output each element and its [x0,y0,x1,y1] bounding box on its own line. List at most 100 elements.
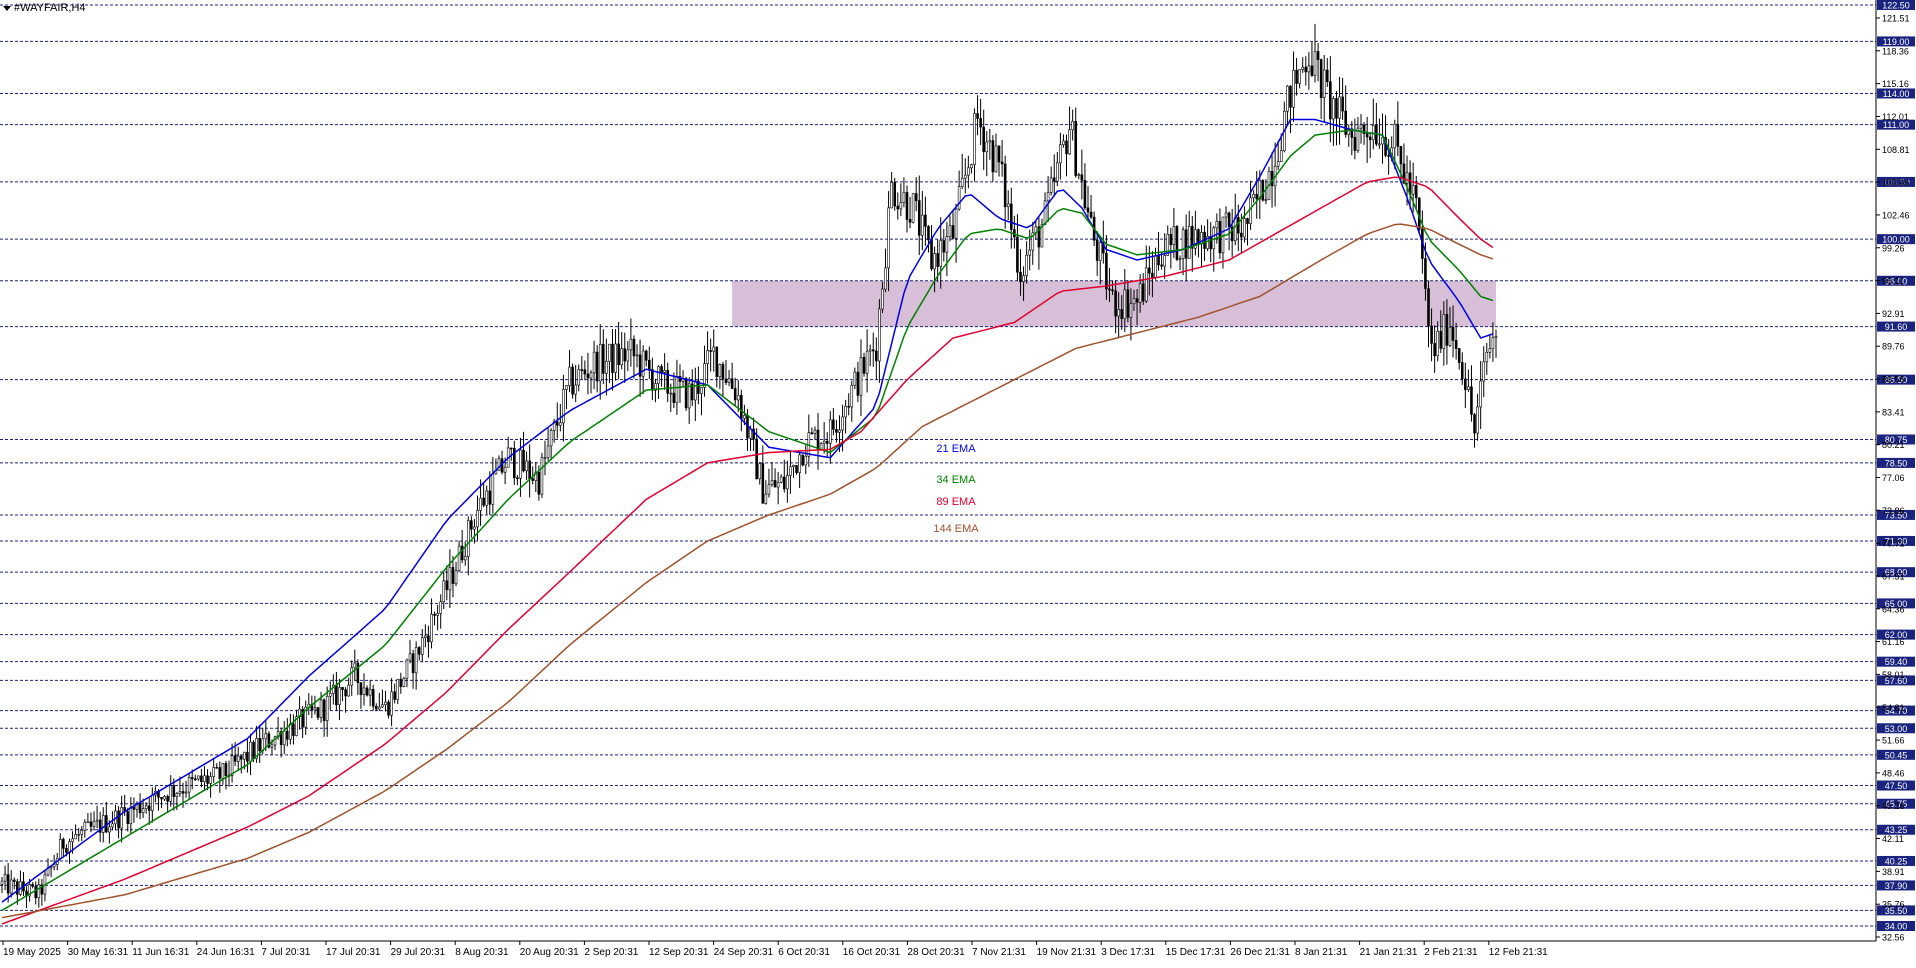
level-price-label: 122.50 [1882,1,1910,11]
x-tick-label: 7 Nov 21:31 [972,947,1026,958]
symbol-title[interactable]: #WAYFAIR,H4 [3,2,86,14]
y-tick-label: 61.16 [1882,637,1905,647]
ema21-line [1,118,1494,903]
candle-body [396,678,400,700]
candle-body [0,880,4,885]
candle-body [1077,174,1081,176]
candle-body [258,738,261,752]
candle-body [325,695,329,721]
candle-body [1301,66,1305,70]
candle-body [878,308,881,362]
level-price-label: 100.00 [1882,235,1910,245]
candle-body [896,205,900,210]
candle-body [513,448,516,479]
candle-body [479,497,482,511]
candle-body [779,476,783,483]
y-tick-label: 83.41 [1882,407,1905,417]
level-price-label: 47.50 [1885,781,1908,791]
candle-body [1439,330,1443,349]
triangle-down-icon[interactable] [3,5,11,11]
candle-body [1371,125,1375,141]
candle-body [957,186,961,210]
candle-body [991,140,995,173]
candle-body [1237,217,1240,234]
candle-body [184,791,188,794]
candle-body [37,884,41,899]
candle-body [460,545,464,561]
candle-body [1433,343,1436,357]
level-price-box [1877,434,1915,445]
candle-body [666,369,670,394]
candle-body [1141,283,1145,302]
level-price-label: 71.00 [1885,536,1908,546]
candle-body [994,145,998,173]
candle-body [1043,200,1047,225]
candle-body [249,741,252,762]
candle-body [1378,143,1381,146]
candle-body [715,346,719,377]
candle-body [356,662,360,683]
candle-body [439,601,442,614]
candle-body [169,785,173,802]
candle-body [580,369,584,371]
candle-body [963,174,967,179]
level-price-box [1877,798,1915,809]
candle-body [451,567,455,584]
level-price-label: 40.25 [1885,856,1908,866]
candle-body [905,192,909,220]
candle-body [562,389,565,424]
candle-body [304,706,308,728]
candle-body [743,415,746,419]
candle-body [236,755,240,762]
candle-body [1148,267,1151,274]
candle-body [1233,217,1237,242]
candle-body [120,807,123,829]
level-price-box [1877,598,1915,609]
candle-body [1215,221,1219,229]
candle-body [813,429,817,434]
candle-body [1295,69,1298,84]
candle-body [537,471,541,495]
candle-body [1338,96,1341,119]
candle-body [635,354,639,357]
level-price-label: 105.50 [1882,177,1910,187]
candle-body [592,351,596,374]
candle-body [703,363,706,388]
candle-body [782,476,786,490]
x-tick-label: 19 Nov 21:31 [1037,947,1097,958]
candle-body [1016,236,1019,273]
candle-body [1316,51,1320,60]
candle-body [792,464,795,468]
candle-body [347,684,350,697]
candle-body [402,677,406,687]
candle-body [1387,155,1390,157]
candle-body [503,466,507,473]
candle-body [917,200,921,236]
candle-body [193,778,197,781]
candle-body [976,113,979,119]
y-tick-label: 86.56 [1882,375,1905,385]
level-price-box [1877,374,1915,385]
candle-body [559,422,562,426]
candle-body [83,821,87,831]
candle-body [822,440,826,444]
candle-body [828,419,832,444]
candle-body [736,394,740,401]
candle-body [641,350,645,377]
level-price-label: 73.50 [1885,510,1908,520]
candle-body [365,687,369,696]
candle-body [859,356,863,396]
candle-body [1230,226,1234,242]
candle-body [482,497,485,506]
candle-body [31,884,34,887]
candle-body [62,839,65,849]
candle-body [1494,336,1498,339]
candle-body [574,384,577,395]
candle-body [758,463,762,480]
candle-body [350,667,354,686]
level-price-label: 78.50 [1885,458,1908,468]
candle-body [491,473,495,505]
candle-body [390,691,393,716]
